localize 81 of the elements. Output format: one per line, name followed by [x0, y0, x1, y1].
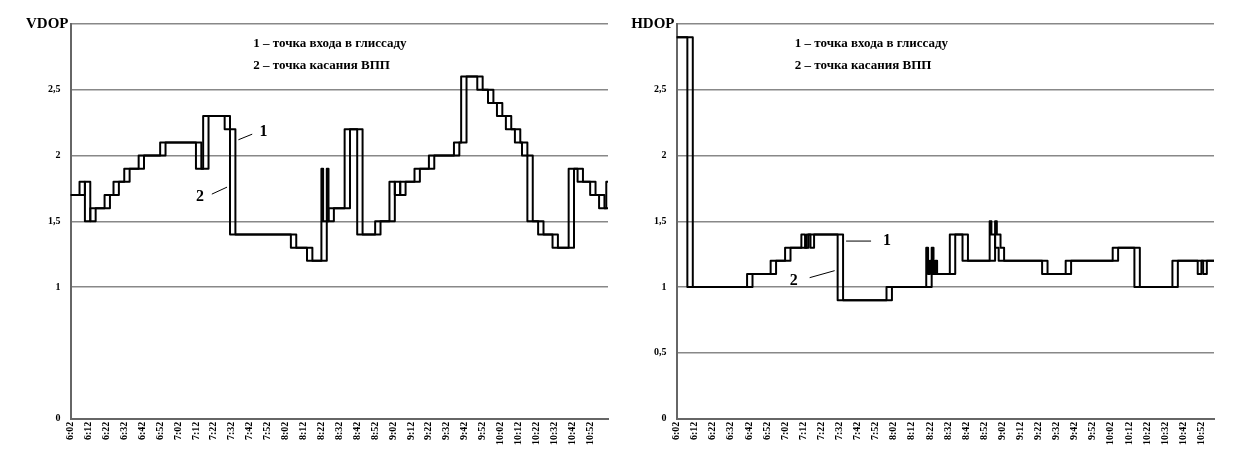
- y-tick-label: 1: [55, 280, 61, 292]
- x-tick-label: 6:12: [82, 421, 94, 441]
- y-tick-label: 2: [55, 149, 61, 161]
- x-tick-label: 7:32: [832, 421, 844, 441]
- x-tick-label: 10:22: [1140, 421, 1152, 446]
- x-tick-label: 6:42: [135, 421, 147, 441]
- series-label: 2: [196, 187, 205, 205]
- annotation: 1 – точка входа в глиссаду: [253, 35, 408, 51]
- x-tick-label: 9:22: [422, 421, 434, 441]
- x-tick-label: 10:52: [1194, 421, 1206, 446]
- x-tick-label: 9:02: [995, 421, 1007, 441]
- x-tick-label: 9:12: [1013, 421, 1025, 441]
- annotation: 2 – точка касания ВПП: [794, 57, 932, 73]
- x-tick-label: 10:42: [1176, 421, 1188, 446]
- x-tick-label: 7:42: [851, 421, 863, 441]
- x-tick-label: 6:32: [724, 421, 736, 441]
- annotation: 2 – точка касания ВПП: [253, 57, 390, 73]
- x-tick-label: 6:52: [760, 421, 772, 441]
- y-axis-title: HDOP: [631, 14, 675, 31]
- x-tick-label: 6:12: [688, 421, 700, 441]
- x-tick-label: 10:02: [1104, 421, 1116, 446]
- x-tick-label: 9:22: [1032, 421, 1044, 441]
- x-tick-label: 8:32: [941, 421, 953, 441]
- x-tick-label: 10:12: [1122, 421, 1134, 446]
- x-tick-label: 8:12: [905, 421, 917, 441]
- legend-label: 1: [259, 121, 268, 139]
- annotation: 1 – точка входа в глиссаду: [794, 35, 949, 51]
- x-tick-label: 9:32: [1050, 421, 1062, 441]
- y-tick-label: 1,5: [48, 214, 61, 226]
- x-tick-label: 8:22: [314, 421, 326, 441]
- x-tick-label: 9:32: [440, 421, 452, 441]
- y-tick-label: 0: [661, 412, 667, 424]
- x-tick-label: 6:52: [153, 421, 165, 441]
- x-tick-label: 7:52: [869, 421, 881, 441]
- x-tick-label: 9:52: [1086, 421, 1098, 441]
- x-tick-label: 6:02: [64, 421, 76, 441]
- x-tick-label: 10:12: [512, 421, 524, 446]
- x-tick-label: 9:02: [386, 421, 398, 441]
- x-tick-label: 10:22: [529, 421, 541, 446]
- x-tick-label: 7:22: [814, 421, 826, 441]
- x-tick-label: 8:12: [297, 421, 309, 441]
- x-tick-label: 10:52: [583, 421, 595, 446]
- x-tick-label: 8:02: [887, 421, 899, 441]
- x-tick-label: 9:52: [476, 421, 488, 441]
- x-tick-label: 6:02: [670, 421, 682, 441]
- x-tick-label: 8:22: [923, 421, 935, 441]
- x-tick-label: 8:42: [350, 421, 362, 441]
- x-tick-label: 6:32: [117, 421, 129, 441]
- x-tick-label: 6:42: [742, 421, 754, 441]
- x-tick-label: 7:12: [796, 421, 808, 441]
- x-tick-label: 7:12: [189, 421, 201, 441]
- y-tick-label: 2: [661, 149, 667, 161]
- x-tick-label: 10:32: [1158, 421, 1170, 446]
- x-tick-label: 7:52: [261, 421, 273, 441]
- x-tick-label: 9:42: [458, 421, 470, 441]
- x-tick-label: 6:22: [99, 421, 111, 441]
- y-tick-label: 2,5: [654, 83, 667, 95]
- y-tick-label: 1: [661, 280, 667, 292]
- series-label: 2: [789, 270, 798, 288]
- x-tick-label: 7:42: [243, 421, 255, 441]
- legend-label: 1: [883, 231, 892, 249]
- x-tick-label: 10:32: [547, 421, 559, 446]
- x-tick-label: 8:52: [368, 421, 380, 441]
- y-tick-label: 0: [55, 412, 61, 424]
- x-tick-label: 8:52: [977, 421, 989, 441]
- x-tick-label: 7:32: [225, 421, 237, 441]
- y-tick-label: 2,5: [48, 83, 61, 95]
- y-axis-title: VDOP: [26, 14, 69, 31]
- y-tick-label: 0,5: [654, 346, 667, 358]
- x-tick-label: 10:02: [494, 421, 506, 446]
- x-tick-label: 8:42: [959, 421, 971, 441]
- x-tick-label: 8:32: [332, 421, 344, 441]
- x-tick-label: 6:22: [706, 421, 718, 441]
- y-tick-label: 1,5: [654, 214, 667, 226]
- x-tick-label: 7:02: [171, 421, 183, 441]
- x-tick-label: 7:02: [778, 421, 790, 441]
- x-tick-label: 7:22: [207, 421, 219, 441]
- x-tick-label: 9:42: [1068, 421, 1080, 441]
- x-tick-label: 9:12: [404, 421, 416, 441]
- x-tick-label: 10:42: [565, 421, 577, 446]
- x-tick-label: 8:02: [279, 421, 291, 441]
